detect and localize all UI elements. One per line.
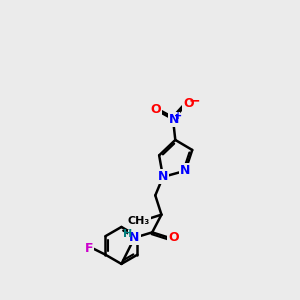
Text: O: O [169, 231, 179, 244]
Text: H: H [123, 229, 132, 239]
Text: F: F [85, 242, 94, 255]
Text: N: N [180, 164, 190, 177]
Text: O: O [150, 103, 160, 116]
Text: N: N [169, 113, 179, 126]
Text: +: + [174, 111, 182, 121]
Text: O: O [183, 97, 194, 110]
Text: N: N [158, 170, 168, 183]
Text: N: N [129, 231, 140, 244]
Text: −: − [189, 93, 200, 107]
Text: CH₃: CH₃ [128, 216, 150, 226]
